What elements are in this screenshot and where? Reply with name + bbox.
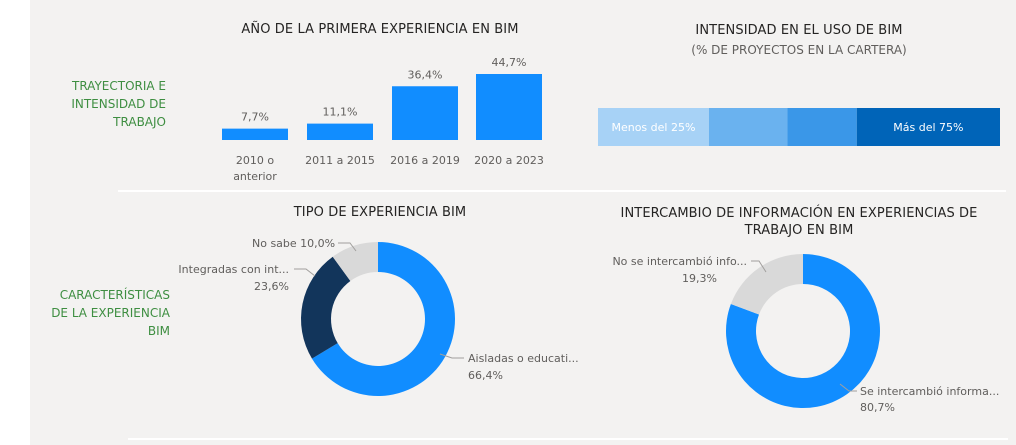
bar-value-label-3: 44,7% [492, 56, 527, 69]
donut1-label-nosabe: No sabe 10,0% [252, 237, 335, 250]
donut2-label-si-name: Se intercambió informa... [860, 385, 999, 398]
bar-chart-title: AÑO DE LA PRIMERA EXPERIENCIA EN BIM [241, 22, 519, 37]
donut-slice-2[interactable] [332, 242, 378, 281]
stacked-segment-3[interactable] [856, 108, 1000, 146]
divider-horizontal [118, 190, 1006, 192]
donut1-label-aisladas-pct: 66,4% [468, 369, 503, 382]
stacked-segment-0[interactable] [598, 108, 709, 146]
donut1-label-aisladas-name: Aisladas o educati... [468, 352, 579, 365]
donut-slice-1[interactable] [301, 256, 351, 359]
donut2-label-si-pct: 80,7% [860, 401, 895, 414]
donut-tipo-experiencia: No sabe 10,0% Integradas con int... 23,6% A… [178, 237, 579, 396]
stacked-segment-2[interactable] [787, 108, 857, 146]
bar-2[interactable] [392, 86, 458, 140]
stacked-chart-title: INTENSIDAD EN EL USO DE BIM [695, 23, 903, 38]
donut1-leader-nosabe [338, 242, 357, 252]
section-label-trayectoria: TRAYECTORIA E INTENSIDAD DE TRABAJO [71, 79, 166, 129]
bar-3[interactable] [476, 74, 542, 140]
donut2-title: INTERCAMBIO DE INFORMACIÓN EN EXPERIENCI… [620, 206, 978, 238]
donut1-label-integradas-pct: 23,6% [254, 280, 289, 293]
bar-value-label-1: 11,1% [323, 106, 358, 119]
divider-bottom [128, 438, 1008, 440]
donut-slice-0[interactable] [726, 254, 880, 408]
bar-value-label-2: 36,4% [408, 68, 443, 81]
donut1-leader-integradas [294, 268, 316, 277]
donut2-label-no-pct: 19,3% [682, 272, 717, 285]
bar-1[interactable] [307, 123, 373, 140]
donut1-leader-aisladas [439, 353, 464, 359]
x-tick-label-0: 2010 o anterior [233, 154, 277, 183]
stacked-chart-subtitle: (% DE PROYECTOS EN LA CARTERA) [691, 43, 907, 57]
x-tick-label-3: 2020 a 2023 [474, 154, 544, 167]
donut-slice-1[interactable] [730, 254, 803, 315]
bar-value-label-0: 7,7% [241, 111, 269, 124]
donut2-label-no-name: No se intercambió info... [612, 255, 747, 268]
stacked-segment-label-3: Más del 75% [893, 121, 963, 134]
x-tick-label-2: 2016 a 2019 [390, 154, 460, 167]
section-label-caracteristicas: CARACTERÍSTICAS DE LA EXPERIENCIA BIM [51, 288, 170, 338]
bar-chart-primera-experiencia: 7,7% 2010 o anterior 11,1% 2011 a 2015 36,4% 2… [222, 56, 544, 183]
stacked-segment-1[interactable] [708, 108, 788, 146]
x-tick-label-1: 2011 a 2015 [305, 154, 375, 167]
donut1-label-integradas-name: Integradas con int... [178, 263, 289, 276]
donut2-leader-no [751, 260, 767, 273]
bar-0[interactable] [222, 128, 288, 140]
stacked-bar-intensidad: Menos del 25% Más del 75% [598, 108, 1000, 146]
donut-intercambio-informacion: No se intercambió info... 19,3% Se interca… [612, 254, 999, 414]
donut1-title: TIPO DE EXPERIENCIA BIM [293, 205, 467, 220]
stacked-segment-label-0: Menos del 25% [611, 121, 695, 134]
donut-slice-0[interactable] [311, 242, 455, 396]
donut2-leader-si [839, 383, 857, 392]
